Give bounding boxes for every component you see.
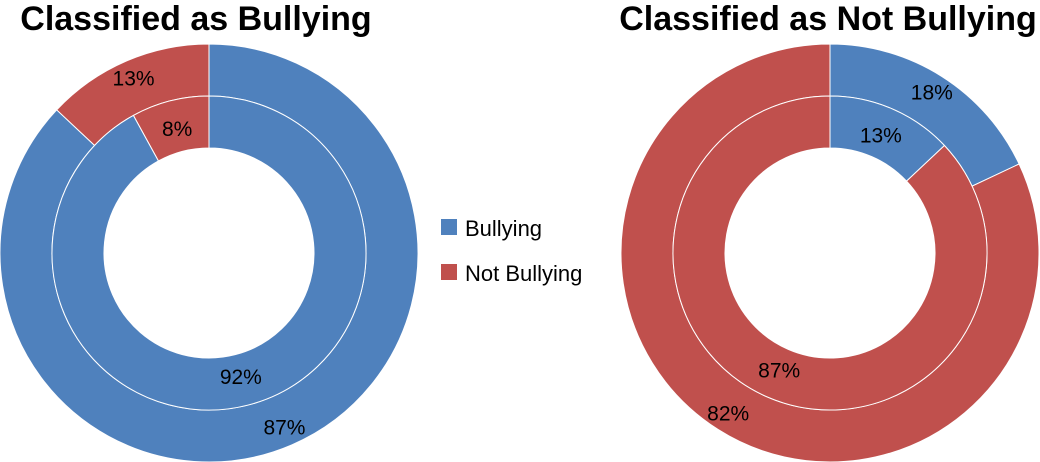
data-label-right-inner-bullying: 13% <box>860 125 902 148</box>
slice-right-inner-not-bullying <box>672 95 988 411</box>
slice-left-inner-bullying <box>51 95 367 411</box>
legend-label-not-bullying: Not Bullying <box>465 261 582 286</box>
legend-item-bullying: Bullying <box>441 216 542 241</box>
data-label-left-inner-bullying: 92% <box>220 366 262 389</box>
chart-title-right: Classified as Not Bullying <box>619 0 1037 38</box>
legend-swatch-bullying <box>441 219 457 235</box>
legend-item-not-bullying: Not Bullying <box>441 261 582 286</box>
legend-label-bullying: Bullying <box>465 216 542 241</box>
data-label-left-outer-not-bullying: 13% <box>113 68 155 91</box>
legend-swatch-not-bullying <box>441 264 457 280</box>
data-label-right-inner-not-bullying: 87% <box>758 359 800 382</box>
data-label-left-inner-not-bullying: 8% <box>162 118 192 141</box>
chart-title-left: Classified as Bullying <box>20 0 371 38</box>
data-label-right-outer-not-bullying: 82% <box>707 402 749 425</box>
legend: Bullying Not Bullying <box>441 216 582 286</box>
chart-right: Classified as Not Bullying 18% 82% 13% 87% <box>619 0 1040 462</box>
chart-left: Classified as Bullying 13% 87% 8% 92% <box>0 0 419 462</box>
data-label-left-outer-bullying: 87% <box>263 416 305 439</box>
donut-left: 13% 87% 8% 92% <box>0 43 419 462</box>
donut-right: 18% 82% 13% 87% <box>620 43 1040 462</box>
data-label-right-outer-bullying: 18% <box>911 82 953 105</box>
